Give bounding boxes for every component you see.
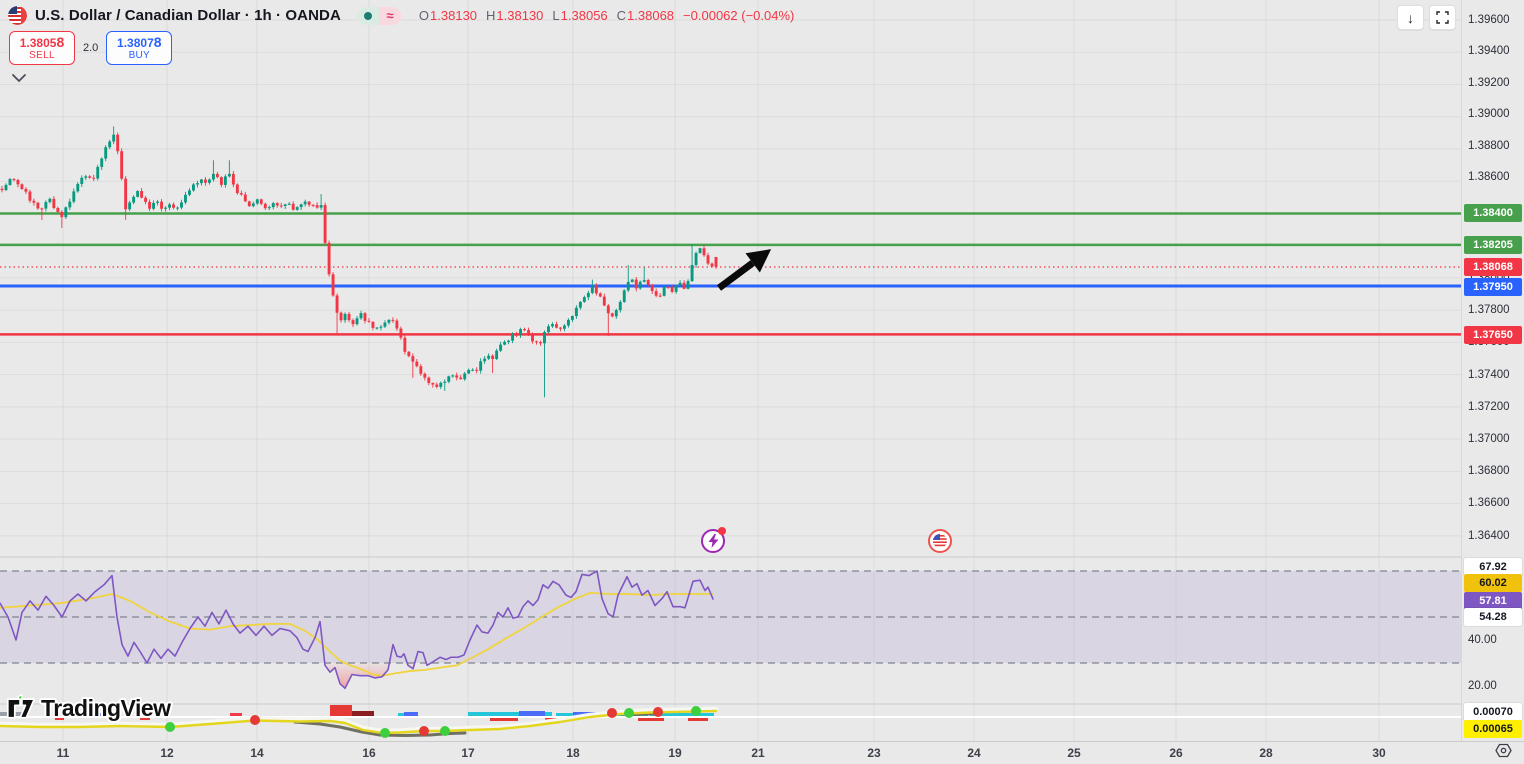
signal-axis-badge: 0.00070 [1464, 703, 1522, 721]
time-axis-label: 11 [56, 746, 70, 760]
time-axis-label: 28 [1259, 746, 1273, 760]
rsi-axis-badge: 60.02 [1464, 574, 1522, 592]
symbol-header: U.S. Dollar / Canadian Dollar · 1h · OAN… [8, 6, 794, 25]
drawing-arrow[interactable] [712, 240, 778, 298]
trade-panel: 1.38058 SELL 2.0 1.38078 BUY [9, 31, 173, 65]
price-axis-label: 1.37400 [1468, 369, 1510, 381]
time-axis-label: 25 [1067, 746, 1081, 760]
signal-dot [607, 708, 617, 718]
signal-dot [691, 706, 701, 716]
change-value: −0.00062 (−0.04%) [683, 8, 795, 23]
time-axis-label: 21 [751, 746, 765, 760]
price-axis-label: 1.36400 [1468, 530, 1510, 542]
high-value: 1.38130 [496, 8, 544, 23]
event-alert-dot [718, 527, 726, 535]
axis-settings-button[interactable] [1495, 743, 1512, 763]
signal-dot [165, 722, 175, 732]
market-open-icon [356, 6, 379, 25]
price-axis-label: 1.39400 [1468, 45, 1510, 57]
price-axis-label: 1.36800 [1468, 465, 1510, 477]
rsi-pane [0, 570, 1461, 690]
price-axis-label: 1.37800 [1468, 304, 1510, 316]
price-axis-label: 1.38600 [1468, 171, 1510, 183]
price-axis-label: 1.36600 [1468, 497, 1510, 509]
time-axis-label: 14 [250, 746, 264, 760]
tradingview-logo-text: TradingView [41, 694, 171, 721]
collapse-legend-chevron[interactable] [12, 70, 26, 88]
signal-pane [0, 705, 1461, 738]
time-axis-label: 16 [362, 746, 376, 760]
open-value: 1.38130 [430, 8, 478, 23]
buy-button[interactable]: 1.38078 BUY [106, 31, 173, 65]
ohlc-legend: O1.38130 H1.38130 L1.38056 C1.38068 −0.0… [418, 8, 795, 23]
time-axis-label: 24 [967, 746, 981, 760]
price-axis-label: 1.39000 [1468, 108, 1510, 120]
signal-dot [250, 715, 260, 725]
economic-event-lightning-icon[interactable] [701, 527, 726, 553]
rsi-axis-label: 40.00 [1468, 634, 1497, 646]
usdcad-flag-icon [8, 6, 27, 25]
rsi-axis-label: 20.00 [1468, 680, 1497, 692]
price-axis-badge: 1.37950 [1464, 278, 1522, 296]
time-axis[interactable]: 11 12 14 16 17 18 19 21 23 24 25 26 28 30 [0, 741, 1524, 764]
rsi-axis-badge: 57.81 [1464, 592, 1522, 610]
close-value: 1.38068 [627, 8, 675, 23]
arrow-down-icon: ↓ [1407, 9, 1414, 26]
approx-data-icon: ≈ [378, 6, 401, 25]
tradingview-mark-icon [6, 694, 36, 719]
time-axis-label: 12 [160, 746, 174, 760]
maximize-icon [1436, 11, 1449, 24]
low-value: 1.38056 [560, 8, 608, 23]
price-axis-badge: 1.38400 [1464, 204, 1522, 222]
price-axis-badge: 1.37650 [1464, 326, 1522, 344]
price-axis-label: 1.39200 [1468, 77, 1510, 89]
time-axis-label: 18 [566, 746, 580, 760]
time-axis-label: 17 [461, 746, 475, 760]
rsi-ma-line [0, 591, 714, 677]
horizontal-price-lines[interactable] [0, 212, 1461, 336]
signal-dot [653, 707, 663, 717]
signal-dot [440, 726, 450, 736]
chevron-down-icon [12, 74, 26, 83]
price-axis-label: 1.37200 [1468, 401, 1510, 413]
sell-button[interactable]: 1.38058 SELL [9, 31, 75, 65]
settings-icon [1495, 743, 1512, 758]
price-axis-label: 1.37000 [1468, 433, 1510, 445]
maximize-pane-button[interactable] [1429, 5, 1456, 30]
price-axis-badge: 1.38205 [1464, 236, 1522, 254]
time-axis-label: 19 [668, 746, 682, 760]
price-axis-label: 1.38800 [1468, 140, 1510, 152]
signal-axis-badge: 0.00065 [1464, 720, 1522, 738]
signal-dot [419, 726, 429, 736]
signal-dot [380, 728, 390, 738]
time-axis-label: 30 [1372, 746, 1386, 760]
rsi-axis-badge: 54.28 [1464, 608, 1522, 626]
chart-canvas[interactable] [0, 0, 1461, 741]
scroll-to-recent-button[interactable]: ↓ [1397, 5, 1424, 30]
tradingview-logo[interactable]: TradingView [6, 694, 171, 722]
price-axis[interactable]: 1.39600 1.39400 1.39200 1.39000 1.38800 1.386… [1461, 0, 1524, 741]
rsi-line [0, 570, 714, 690]
market-status-pill[interactable]: ≈ [356, 6, 401, 25]
rsi-axis-badge: 67.92 [1464, 558, 1522, 576]
price-axis-badge: 1.38068 [1464, 258, 1522, 276]
time-axis-label: 23 [867, 746, 881, 760]
spread-value: 2.0 [83, 42, 99, 54]
pane-buttons: ↓ [1397, 5, 1456, 30]
price-axis-label: 1.39600 [1468, 14, 1510, 26]
symbol-title[interactable]: U.S. Dollar / Canadian Dollar · 1h · OAN… [35, 7, 341, 24]
candles [0, 126, 718, 398]
us-economic-event-icon[interactable] [928, 529, 952, 553]
time-axis-label: 26 [1169, 746, 1183, 760]
signal-dot [624, 708, 634, 718]
